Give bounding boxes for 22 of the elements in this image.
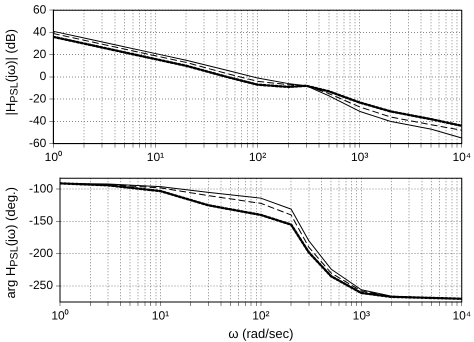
y-tick-label: -60 (29, 136, 47, 150)
x-tick-label: 10⁴ (452, 150, 472, 164)
x-tick-label: 10¹ (152, 308, 170, 323)
y-tick-label: 40 (32, 24, 47, 39)
x-axis-title: ω (rad/sec) (228, 326, 294, 341)
y-tick-label: -150 (28, 214, 54, 228)
y-tick-label: 60 (32, 2, 47, 17)
y-tick-label: -20 (29, 91, 47, 106)
y-tick-label: -100 (28, 181, 54, 196)
y-tick-label: -250 (28, 278, 54, 292)
x-tick-label: 10² (252, 308, 270, 323)
x-tick-label: 10⁰ (51, 308, 69, 323)
y-tick-label: -200 (28, 246, 54, 260)
x-tick-label: 10³ (350, 150, 368, 164)
y-tick-label: 20 (32, 46, 47, 61)
x-tick-label: 10¹ (146, 150, 164, 164)
x-tick-label: 10² (248, 150, 266, 164)
x-tick-label: 10⁰ (44, 150, 62, 164)
y-tick-label: -40 (29, 114, 47, 128)
x-tick-label: 10⁴ (452, 308, 472, 323)
y-tick-label: 0 (40, 69, 47, 84)
x-tick-label: 10³ (352, 308, 370, 323)
